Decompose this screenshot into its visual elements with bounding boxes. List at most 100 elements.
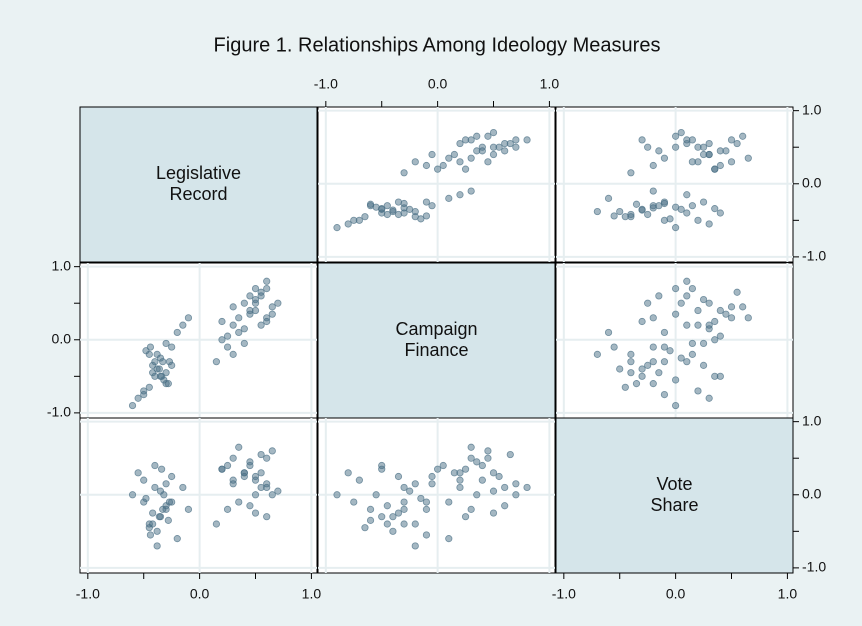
point [251,284,260,293]
point [411,520,419,528]
point [251,476,260,484]
point [400,498,408,506]
point [744,154,752,162]
y-tick-label: -1.0 [802,559,826,575]
point [153,542,161,550]
point [156,487,165,495]
point [716,332,724,340]
point [638,317,646,326]
point [456,158,464,166]
point [173,328,181,337]
point [484,454,492,462]
point [456,191,464,199]
point [478,461,486,470]
diagonal-cell [555,417,794,574]
point [456,483,464,492]
x-tick-label: 1.0 [778,586,798,602]
point [350,498,358,506]
point [361,524,369,532]
variable-label: Vote [656,474,692,494]
x-tick-label: 0.0 [666,586,686,602]
point [400,483,408,492]
point [151,483,159,492]
x-tick-label: 0.0 [428,76,448,92]
point [456,139,464,148]
point [251,491,260,499]
y-tick-label: 1.0 [52,257,72,273]
point [683,321,691,329]
point [394,472,403,481]
point [450,150,458,159]
point [235,314,243,322]
point [263,277,271,285]
point [473,458,481,466]
point [168,472,176,481]
point [727,303,736,311]
point [473,491,481,499]
point [506,139,514,148]
point [229,350,237,358]
point [716,209,724,217]
point [145,383,153,391]
point [699,198,708,206]
x-tick-label: -1.0 [314,76,338,92]
point [153,527,161,535]
point [168,343,176,351]
chart-title: Figure 1. Relationships Among Ideology M… [214,34,661,56]
point [378,205,386,213]
point [428,480,436,488]
point [627,350,635,358]
point [184,505,193,513]
point [400,520,408,528]
point [672,132,680,140]
x-tick-label: -1.0 [552,586,576,602]
point [523,483,531,492]
point [445,535,453,543]
point [229,303,237,311]
point [439,161,447,170]
point [733,139,741,148]
point [644,361,652,369]
point [649,187,657,195]
point [218,336,226,344]
point [616,365,624,373]
point [722,310,730,318]
point [627,358,635,366]
x-tick-label: 1.0 [540,76,560,92]
diagonal-cell [317,262,556,419]
point [632,200,641,208]
point [604,328,613,337]
point [257,450,265,459]
point [158,372,166,380]
point [456,469,464,477]
point [179,483,187,492]
point [263,317,271,326]
point [149,369,157,377]
point [711,317,719,326]
point [467,443,475,451]
point [417,494,425,503]
point [506,450,514,459]
point [223,332,232,340]
point [489,487,498,495]
point [162,339,170,348]
point [683,358,691,366]
point [422,531,431,539]
point [694,306,702,315]
y-tick-label: 1.0 [802,412,822,428]
point [467,505,475,513]
point [688,339,696,348]
point [383,502,391,510]
point [158,465,166,473]
y-tick-label: 1.0 [802,101,822,117]
point [495,472,503,481]
point [688,158,696,166]
point [235,498,243,506]
point [428,472,436,481]
point [473,147,481,155]
point [263,284,271,293]
point [257,321,265,329]
point [649,314,657,322]
point [461,136,470,144]
point [240,472,248,481]
